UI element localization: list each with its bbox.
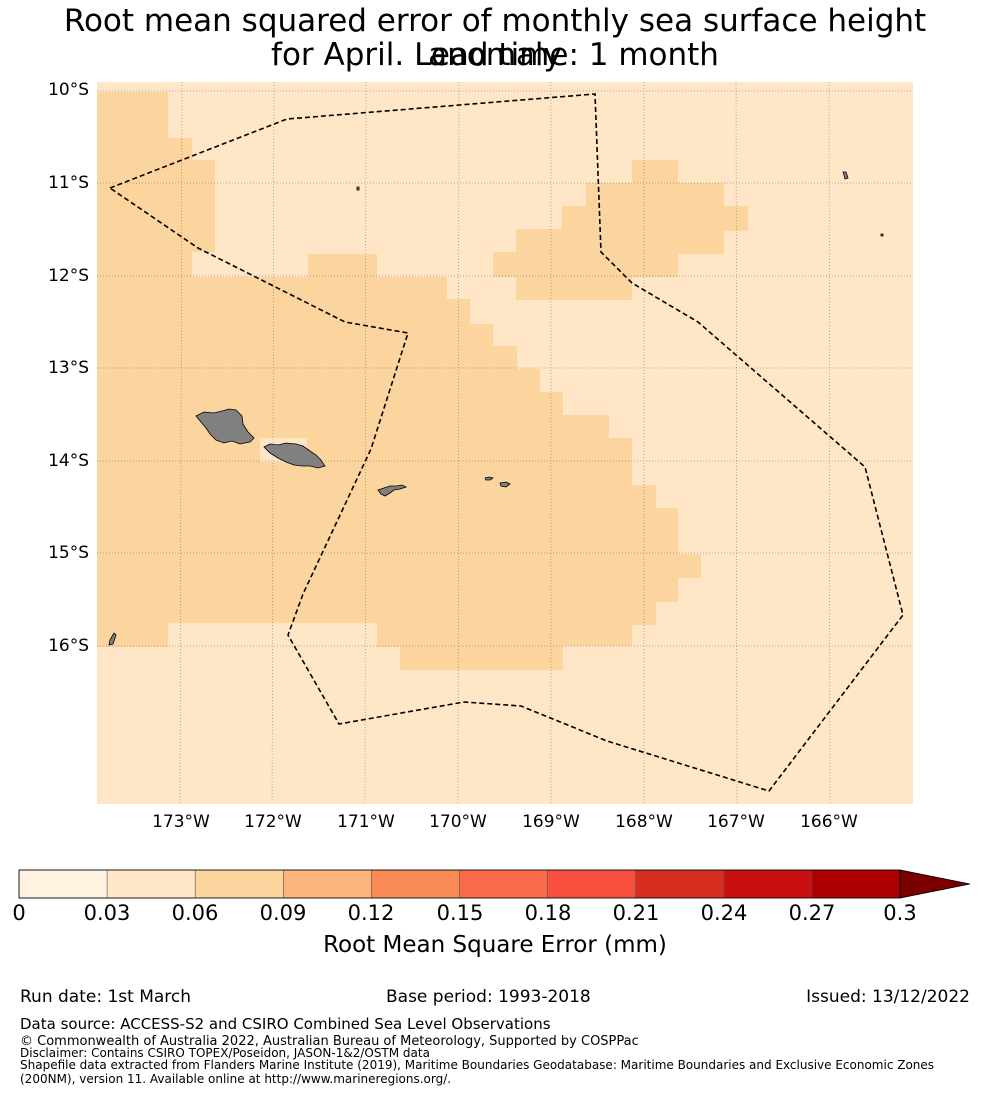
lon-label-171w: 171°W	[337, 812, 395, 832]
rmse-cell	[632, 160, 678, 185]
run-date: Run date: 1st March	[20, 987, 192, 1007]
colorbar-tick: 0.3	[883, 901, 917, 925]
rmse-cell	[538, 392, 563, 646]
colorbar-label: Root Mean Square Error (mm)	[323, 932, 667, 958]
colorbar-segments	[18, 869, 901, 899]
rmse-map	[97, 81, 913, 805]
rmse-cell	[97, 138, 192, 162]
rmse-cell	[468, 324, 493, 623]
tau-island	[499, 481, 511, 488]
lon-label-168w: 168°W	[615, 812, 673, 832]
samoa-eez-boundary	[108, 93, 904, 792]
colorbar-outline	[18, 869, 901, 899]
ofu-island	[484, 476, 494, 481]
lat-label-12s: 12°S	[48, 266, 89, 286]
rmse-cell	[516, 275, 632, 300]
rmse-cell	[400, 645, 563, 670]
colorbar-segment	[547, 869, 637, 899]
colorbar-tick: 0.15	[436, 901, 484, 925]
east-islet	[880, 233, 884, 237]
lon-label-173w: 173°W	[152, 812, 210, 832]
colorbar-tick: 0.18	[524, 901, 572, 925]
lon-label-169w: 169°W	[522, 812, 580, 832]
copyright: © Commonwealth of Australia 2022, Austra…	[20, 1034, 639, 1049]
colorbar-segment	[635, 869, 725, 899]
rmse-cell	[308, 254, 377, 279]
map-title-line-1: Root mean squared error of monthly sea s…	[63, 3, 927, 73]
disclaimer: Disclaimer: Contains CSIRO TOPEX/Poseido…	[20, 1046, 430, 1060]
shapefile-source-line-2: (200NM), version 11. Available online at…	[20, 1072, 452, 1086]
rmse-cell	[515, 369, 540, 623]
data-source: Data source: ACCESS-S2 and CSIRO Combine…	[20, 1015, 551, 1033]
rmse-cell	[493, 252, 678, 277]
colorbar-tick: 0.12	[347, 901, 395, 925]
southwest-islet	[108, 632, 117, 646]
map-title-line-2: for April. Lead time: 1 month	[271, 37, 719, 73]
lat-label-11s: 11°S	[48, 173, 89, 193]
colorbar-tick: 0	[12, 901, 26, 925]
lon-label-167w: 167°W	[707, 812, 765, 832]
colorbar-segment	[18, 869, 108, 899]
lat-label-15s: 15°S	[48, 543, 89, 563]
rmse-cell	[654, 508, 678, 602]
graticule	[97, 81, 913, 805]
rmse-cell	[586, 183, 724, 208]
colorbar-segment	[459, 869, 549, 899]
shapefile-source-line-1: Shapefile data extracted from Flanders M…	[20, 1058, 935, 1072]
maritime-boundaries	[108, 93, 904, 792]
rmse-cell	[676, 554, 701, 578]
colorbar-segment	[811, 869, 901, 899]
base-period: Base period: 1993-2018	[386, 987, 591, 1007]
colorbar-tick: 0.09	[259, 901, 307, 925]
lat-label-14s: 14°S	[48, 451, 89, 471]
rmse-cell	[607, 438, 632, 646]
rmse-cell	[97, 621, 168, 647]
issued-date: Issued: 13/12/2022	[806, 987, 970, 1007]
colorbar-tick: 0.24	[700, 901, 748, 925]
colorbar-segment	[106, 869, 196, 899]
savaii-island	[195, 408, 255, 445]
colorbar-segment	[723, 869, 813, 899]
islands	[108, 171, 884, 646]
colorbar-tick: 0.06	[171, 901, 219, 925]
lat-label-13s: 13°S	[48, 358, 89, 378]
lon-label-166w: 166°W	[800, 812, 858, 832]
swains-island	[356, 186, 360, 191]
rmse-cell	[562, 206, 748, 231]
lat-label-16s: 16°S	[48, 636, 89, 656]
rmse-cell	[516, 229, 724, 254]
rmse-cell	[192, 252, 308, 277]
lat-label-10s: 10°S	[48, 80, 89, 100]
rmse-cell	[97, 92, 168, 140]
lon-label-170w: 170°W	[429, 812, 487, 832]
rmse-cell	[561, 415, 609, 646]
lon-label-172w: 172°W	[244, 812, 302, 832]
colorbar-tick: 0.03	[83, 901, 131, 925]
colorbar-segment	[282, 869, 373, 899]
tutuila-island	[377, 484, 408, 497]
rmse-cell	[377, 621, 563, 647]
rmse-cell	[630, 485, 656, 625]
colorbar-segment	[371, 869, 461, 899]
northeast-atoll	[842, 171, 849, 180]
upolu-island	[263, 442, 326, 469]
colorbar-tick: 0.27	[788, 901, 836, 925]
colorbar-segment	[194, 869, 285, 899]
colorbar-extend-arrow	[899, 869, 971, 899]
colorbar-tick: 0.21	[612, 901, 660, 925]
